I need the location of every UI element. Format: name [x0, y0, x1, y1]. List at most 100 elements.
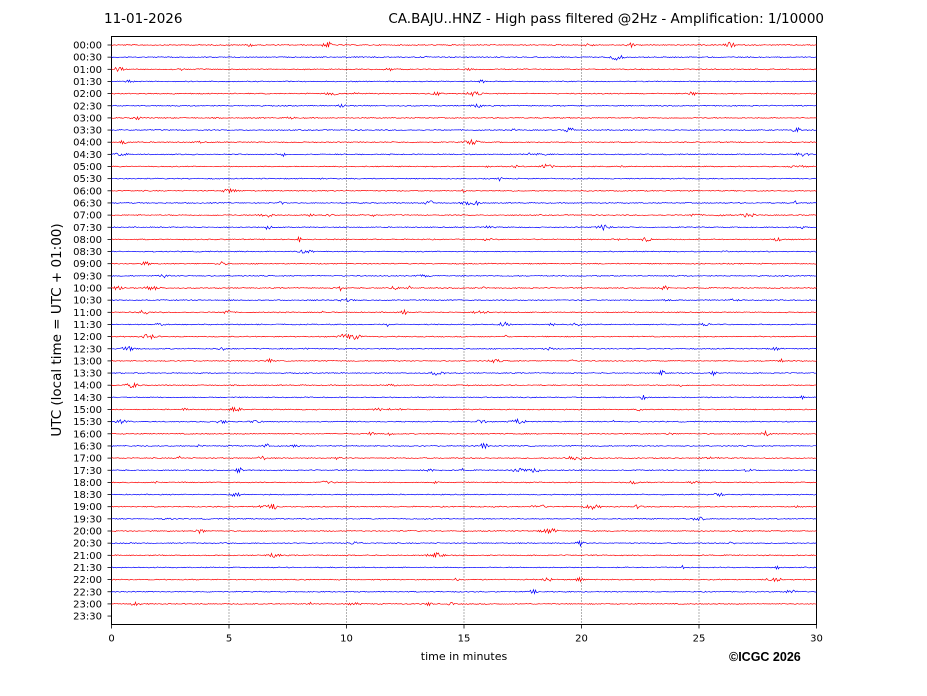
seismic-trace [111, 601, 817, 607]
row-time-label: 02:30 [73, 101, 102, 112]
seismic-trace [111, 115, 817, 121]
seismic-trace [111, 442, 817, 450]
row-time-label: 06:00 [73, 186, 102, 197]
x-tick-label: 10 [340, 634, 353, 645]
seismic-trace [111, 66, 817, 73]
row-time-label: 16:00 [73, 429, 102, 440]
row-time-label: 21:30 [73, 563, 102, 574]
row-time-label: 21:00 [73, 551, 102, 562]
x-tick-label: 20 [575, 634, 588, 645]
seismic-trace [111, 576, 817, 583]
row-time-label: 20:30 [73, 539, 102, 550]
row-time-label: 13:00 [73, 356, 102, 367]
row-time-label: 12:30 [73, 344, 102, 355]
row-time-label: 15:00 [73, 405, 102, 416]
row-time-label: 12:00 [73, 332, 102, 343]
row-time-label: 18:30 [73, 490, 102, 501]
seismic-trace [111, 369, 817, 377]
row-time-label: 04:30 [73, 150, 102, 161]
row-time-label: 20:00 [73, 527, 102, 538]
seismic-trace [111, 285, 817, 292]
seismic-trace [111, 588, 817, 595]
header-date: 11-01-2026 [104, 11, 183, 27]
x-tick-label: 30 [810, 634, 823, 645]
seismic-trace [111, 126, 817, 133]
row-time-label: 23:30 [73, 612, 102, 623]
seismic-trace [111, 466, 817, 474]
chart-title: CA.BAJU..HNZ - High pass filtered @2Hz -… [388, 11, 824, 27]
row-time-label: 05:00 [73, 162, 102, 173]
row-time-label: 10:00 [73, 284, 102, 295]
seismic-trace [111, 551, 817, 558]
row-time-label: 03:30 [73, 126, 102, 137]
seismic-trace [111, 346, 817, 353]
row-time-label: 09:30 [73, 271, 102, 282]
seismic-trace [111, 91, 817, 97]
x-tick-label: 5 [226, 634, 232, 645]
row-time-label: 04:00 [73, 138, 102, 149]
seismic-trace [111, 138, 817, 146]
seismic-trace [111, 152, 817, 158]
seismic-trace [111, 249, 817, 254]
row-time-label: 14:30 [73, 393, 102, 404]
seismic-trace [111, 321, 817, 328]
row-time-label: 01:30 [73, 77, 102, 88]
row-time-label: 17:00 [73, 454, 102, 465]
seismic-trace [111, 406, 817, 413]
row-time-label: 19:30 [73, 514, 102, 525]
trace-group [111, 41, 817, 607]
row-time-label: 09:00 [73, 259, 102, 270]
row-time-label: 15:30 [73, 417, 102, 428]
x-tick-label: 0 [108, 634, 114, 645]
seismic-trace [111, 200, 817, 207]
x-axis-label: time in minutes [420, 650, 508, 663]
seismic-trace [111, 103, 817, 108]
seismic-trace [111, 455, 817, 461]
row-time-label: 13:30 [73, 369, 102, 380]
seismic-trace [111, 429, 817, 437]
seismic-trace [111, 357, 817, 364]
seismic-trace [111, 79, 817, 84]
x-tick-label: 15 [458, 634, 471, 645]
copyright-label: ©ICGC 2026 [729, 650, 801, 664]
row-time-label: 22:30 [73, 587, 102, 598]
seismic-trace [111, 333, 817, 341]
seismic-trace [111, 261, 817, 266]
seismic-trace [111, 516, 817, 522]
seismic-trace [111, 187, 817, 194]
row-time-label: 08:30 [73, 247, 102, 258]
row-time-label: 11:00 [73, 308, 102, 319]
seismic-trace [111, 41, 817, 49]
row-time-label: 02:00 [73, 89, 102, 100]
seismic-trace [111, 273, 817, 279]
row-time-label: 05:30 [73, 174, 102, 185]
seismic-trace [111, 224, 817, 232]
row-time-label: 23:00 [73, 599, 102, 610]
row-time-label: 07:00 [73, 211, 102, 222]
seismic-trace [111, 298, 817, 302]
x-tick-label: 25 [693, 634, 706, 645]
seismic-trace [111, 539, 817, 547]
row-time-label: 06:30 [73, 198, 102, 209]
row-time-label: 17:30 [73, 466, 102, 477]
row-time-label: 10:30 [73, 296, 102, 307]
seismic-trace [111, 395, 817, 401]
seismic-trace [111, 480, 817, 485]
row-time-label: 03:00 [73, 113, 102, 124]
seismic-trace [111, 527, 817, 535]
seismic-trace [111, 54, 817, 61]
seismic-trace [111, 491, 817, 498]
seismic-trace [111, 163, 817, 169]
row-time-label: 14:00 [73, 381, 102, 392]
seismic-trace [111, 381, 817, 388]
seismic-trace [111, 308, 817, 316]
row-time-label: 11:30 [73, 320, 102, 331]
row-time-label: 22:00 [73, 575, 102, 586]
seismic-trace [111, 176, 817, 182]
row-time-label: 08:00 [73, 235, 102, 246]
seismic-trace [111, 564, 817, 570]
row-time-label: 01:00 [73, 65, 102, 76]
row-time-label: 00:00 [73, 41, 102, 52]
row-time-label: 18:00 [73, 478, 102, 489]
seismic-trace [111, 503, 817, 511]
